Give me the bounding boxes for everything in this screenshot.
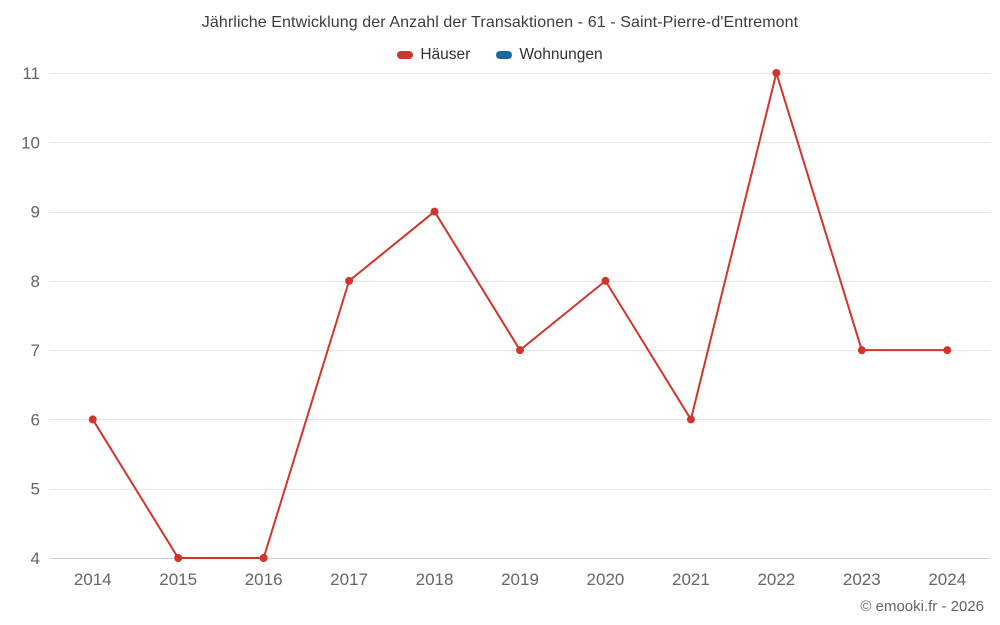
svg-text:2024: 2024 — [928, 570, 966, 589]
svg-text:11: 11 — [22, 64, 40, 83]
svg-text:10: 10 — [21, 133, 40, 152]
svg-text:6: 6 — [31, 410, 40, 429]
svg-text:5: 5 — [31, 480, 40, 499]
legend-item-hauser[interactable]: Häuser — [397, 46, 470, 64]
svg-text:2020: 2020 — [587, 570, 625, 589]
legend-swatch-hauser — [397, 51, 414, 59]
svg-text:2015: 2015 — [159, 570, 197, 589]
svg-text:7: 7 — [31, 341, 40, 360]
svg-text:2023: 2023 — [843, 570, 881, 589]
svg-text:2014: 2014 — [74, 570, 112, 589]
svg-text:2021: 2021 — [672, 570, 710, 589]
y-axis-labels: 4 5 6 7 8 9 10 11 — [21, 64, 40, 568]
x-axis-labels: 2014 2015 2016 2017 2018 2019 2020 2021 2022 2023… — [74, 570, 966, 589]
grid-lines — [50, 73, 990, 559]
legend-swatch-wohnungen — [496, 51, 513, 59]
footer-credit: © emooki.fr - 2026 — [860, 598, 984, 615]
svg-text:2017: 2017 — [330, 570, 368, 589]
chart-title: Jährliche Entwicklung der Anzahl der Tra… — [201, 14, 799, 31]
legend-item-wohnungen[interactable]: Wohnungen — [496, 46, 603, 64]
series-h-user — [88, 69, 952, 562]
legend-label-hauser: Häuser — [420, 46, 471, 63]
svg-text:9: 9 — [31, 203, 40, 222]
legend: Häuser Wohnungen — [0, 46, 1000, 64]
svg-text:2018: 2018 — [416, 570, 454, 589]
svg-text:2022: 2022 — [757, 570, 795, 589]
svg-text:2019: 2019 — [501, 570, 539, 589]
svg-text:8: 8 — [31, 272, 40, 291]
svg-text:4: 4 — [31, 549, 40, 568]
legend-label-wohnungen: Wohnungen — [519, 46, 603, 63]
svg-text:2016: 2016 — [245, 570, 283, 589]
